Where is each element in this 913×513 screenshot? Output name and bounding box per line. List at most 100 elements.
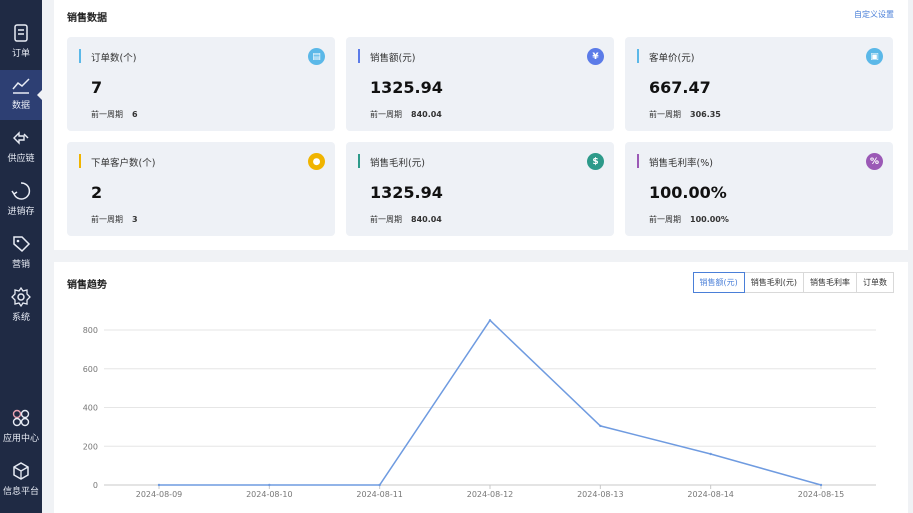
custom-settings-link[interactable]: 自定义设置 (854, 10, 894, 19)
previous-period-label: 前一周期 (91, 215, 123, 224)
data-point (488, 319, 492, 322)
card-accent-bar (79, 154, 81, 168)
sidebar-item-inventory[interactable]: 进销存 (0, 176, 42, 226)
order-icon (14, 24, 28, 42)
card-value: 100.00% (649, 183, 727, 202)
metric-card-gross-margin: 销售毛利率(%) % 100.00% 前一周期 100.00% (625, 142, 893, 236)
sidebar-item-system[interactable]: 系统 (0, 282, 42, 332)
card-previous-period: 前一周期 3 (91, 214, 138, 225)
x-tick-label: 2024-08-11 (356, 490, 403, 499)
trend-metric-tabs: 销售额(元) 销售毛利(元) 销售毛利率 订单数 (692, 272, 894, 293)
data-point (709, 452, 712, 456)
user-icon: ● (308, 153, 325, 170)
sidebar-item-info-platform[interactable]: 信息平台 (0, 456, 42, 506)
sidebar-item-supply-chain[interactable]: 供应链 (0, 123, 42, 173)
previous-period-value: 3 (132, 215, 138, 224)
previous-period-value: 840.04 (411, 215, 442, 224)
sidebar-item-orders[interactable]: 订单 (0, 18, 42, 68)
inventory-icon (11, 182, 31, 200)
y-tick-label: 200 (83, 442, 98, 451)
yen-icon: ¥ (587, 48, 604, 65)
receipt-icon: ▣ (866, 48, 883, 65)
card-label: 销售额(元) (370, 53, 416, 64)
sidebar-item-data[interactable]: 数据 (0, 70, 42, 120)
metric-card-customers: 下单客户数(个) ● 2 前一周期 3 (67, 142, 335, 236)
supply-chain-icon (13, 131, 29, 145)
x-tick-label: 2024-08-14 (687, 490, 734, 499)
y-tick-label: 800 (83, 326, 98, 335)
sales-trend-panel: 销售趋势 销售额(元) 销售毛利(元) 销售毛利率 订单数 0 200 400 600… (54, 262, 908, 513)
previous-period-value: 840.04 (411, 110, 442, 119)
x-tick-label: 2024-08-15 (798, 490, 845, 499)
sales-data-panel: 销售数据 自定义设置 订单数(个) ▤ 7 前一周期 6 销售额(元) ¥ 132… (54, 0, 908, 250)
tab-gross-margin[interactable]: 销售毛利率 (803, 272, 857, 293)
tab-sales-amount[interactable]: 销售额(元) (692, 272, 745, 293)
card-value: 1325.94 (370, 183, 443, 202)
sidebar-item-marketing[interactable]: 营销 (0, 229, 42, 279)
card-previous-period: 前一周期 100.00% (649, 214, 729, 225)
card-accent-bar (358, 49, 360, 63)
card-label: 客单价(元) (649, 53, 695, 64)
sidebar-item-label: 系统 (11, 313, 30, 323)
sidebar-item-label: 信息平台 (2, 487, 39, 497)
card-accent-bar (637, 49, 639, 63)
tab-order-count[interactable]: 订单数 (856, 272, 894, 293)
x-tick-label: 2024-08-13 (577, 490, 624, 499)
cube-icon (13, 462, 29, 480)
sidebar-item-app-center[interactable]: 应用中心 (0, 403, 42, 453)
previous-period-label: 前一周期 (370, 215, 402, 224)
card-accent-bar (79, 49, 81, 63)
card-previous-period: 前一周期 6 (91, 109, 138, 120)
sidebar: 订单 数据 供应链 进销存 营销 系统 应用中心 信息平台 (0, 0, 42, 513)
sidebar-item-label: 营销 (11, 260, 30, 270)
card-value: 2 (91, 183, 103, 202)
card-value: 1325.94 (370, 78, 443, 97)
sidebar-item-label: 供应链 (7, 154, 35, 164)
card-previous-period: 前一周期 306.35 (649, 109, 721, 120)
percent-icon: % (866, 153, 883, 170)
data-point (157, 483, 161, 487)
card-previous-period: 前一周期 840.04 (370, 214, 442, 225)
money-bag-icon: $ (587, 153, 604, 170)
previous-period-value: 306.35 (690, 110, 721, 119)
previous-period-label: 前一周期 (649, 110, 681, 119)
previous-period-value: 100.00% (690, 215, 729, 224)
previous-period-label: 前一周期 (370, 110, 402, 119)
x-tick-label: 2024-08-12 (467, 490, 514, 499)
card-accent-bar (637, 154, 639, 168)
metric-card-orders: 订单数(个) ▤ 7 前一周期 6 (67, 37, 335, 131)
y-tick-label: 0 (93, 481, 98, 490)
sidebar-item-label: 进销存 (7, 207, 35, 217)
data-point (599, 424, 602, 428)
x-tick-label: 2024-08-10 (246, 490, 293, 499)
card-value: 7 (91, 78, 103, 97)
card-label: 订单数(个) (91, 53, 137, 64)
sidebar-item-label: 数据 (11, 101, 30, 111)
gear-icon (11, 286, 31, 308)
card-accent-bar (358, 154, 360, 168)
sales-trend-title: 销售趋势 (67, 280, 107, 291)
metric-card-sales-amount: 销售额(元) ¥ 1325.94 前一周期 840.04 (346, 37, 614, 131)
y-tick-label: 400 (83, 404, 98, 413)
metric-card-gross-profit: 销售毛利(元) $ 1325.94 前一周期 840.04 (346, 142, 614, 236)
previous-period-label: 前一周期 (91, 110, 123, 119)
apps-icon (12, 409, 30, 427)
x-tick-label: 2024-08-09 (136, 490, 183, 499)
previous-period-value: 6 (132, 110, 138, 119)
previous-period-label: 前一周期 (649, 215, 681, 224)
sidebar-item-label: 应用中心 (2, 434, 39, 444)
data-point (268, 483, 271, 487)
sidebar-item-label: 订单 (11, 49, 30, 59)
series-line (159, 319, 822, 486)
card-label: 下单客户数(个) (91, 158, 156, 169)
chart-icon (12, 78, 30, 94)
document-icon: ▤ (308, 48, 325, 65)
data-point (819, 483, 823, 487)
data-point (378, 483, 381, 487)
card-value: 667.47 (649, 78, 711, 97)
y-tick-label: 600 (83, 365, 98, 374)
sales-trend-chart: 0 200 400 600 800 2024-08-09 2024-08-10 2024-08… (83, 319, 876, 499)
card-label: 销售毛利率(%) (649, 158, 713, 169)
metric-card-avg-order-value: 客单价(元) ▣ 667.47 前一周期 306.35 (625, 37, 893, 131)
sales-data-title: 销售数据 (67, 13, 107, 24)
